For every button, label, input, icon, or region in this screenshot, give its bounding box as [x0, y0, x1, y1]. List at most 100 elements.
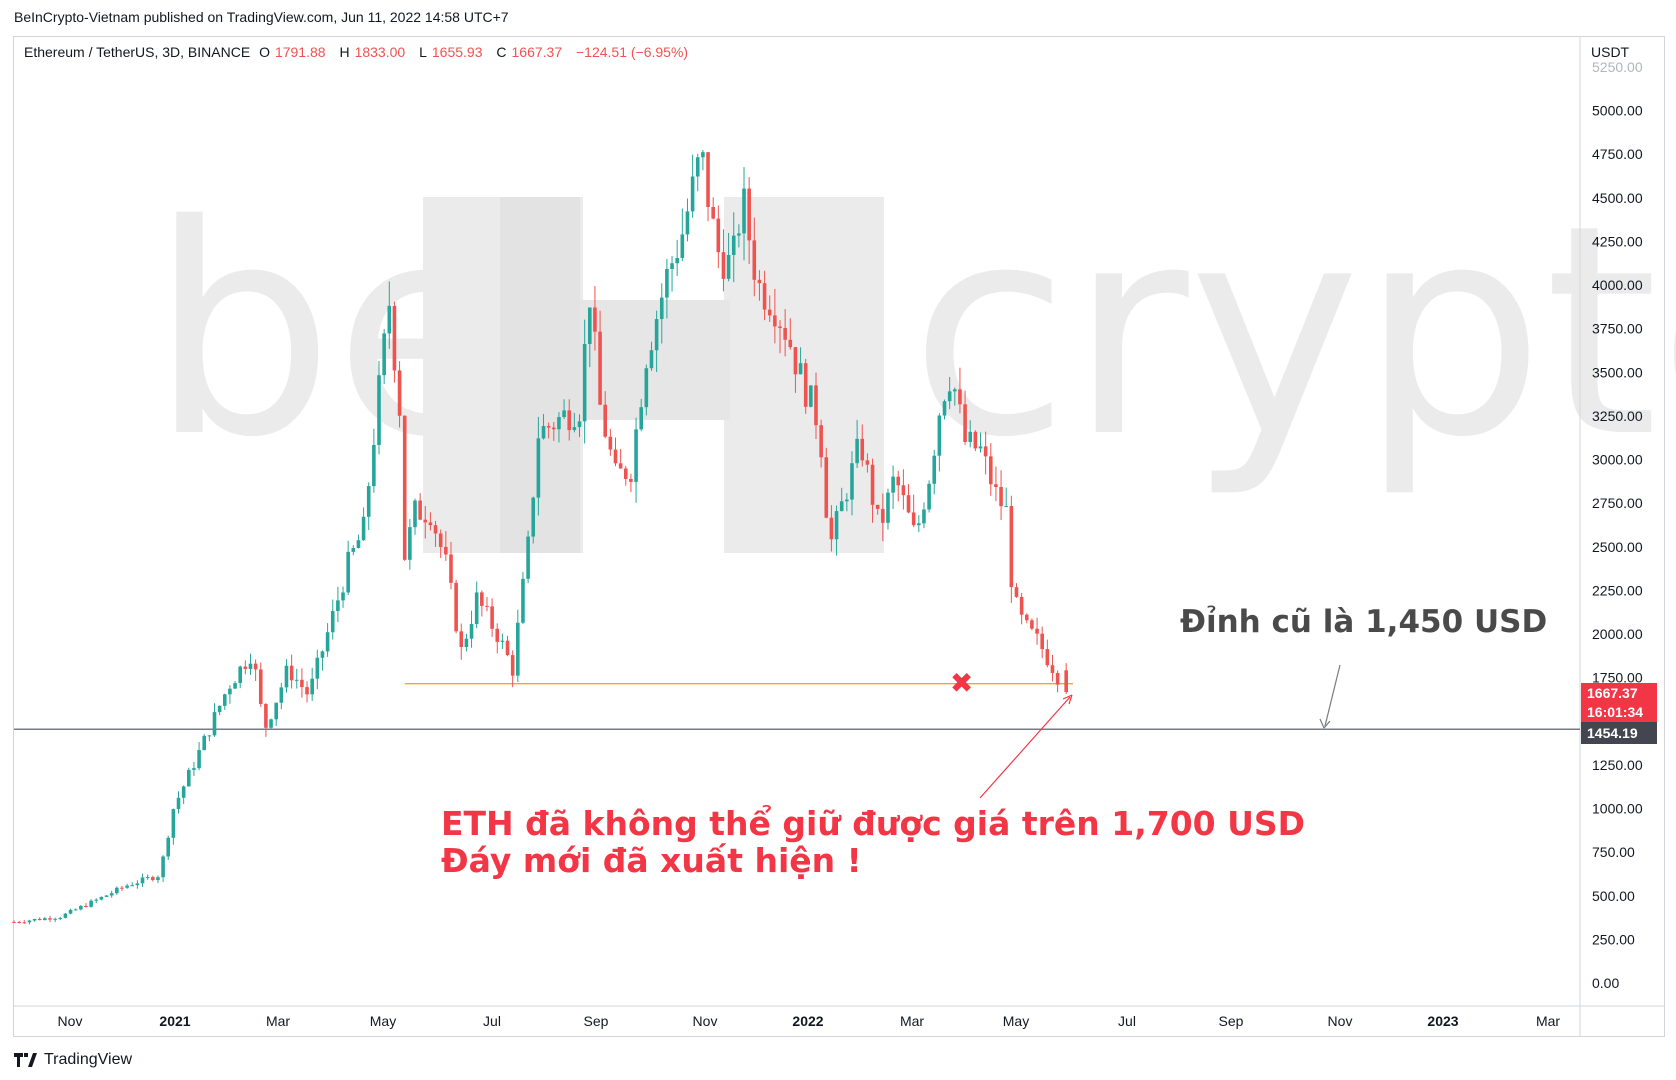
candle-body: [176, 797, 181, 810]
annotation-old-high: Đỉnh cũ là 1,450 USD: [1180, 604, 1548, 640]
y-tick-label: 2250.00: [1592, 582, 1643, 598]
candle-body: [192, 768, 196, 770]
y-tick-label: 1250.00: [1592, 757, 1643, 773]
candle-body: [130, 885, 135, 887]
candle-body: [917, 523, 921, 526]
candle-body: [43, 918, 47, 921]
candle-body: [84, 906, 88, 908]
candle-body: [952, 389, 957, 392]
candle-body: [639, 407, 643, 430]
candle-body: [531, 497, 536, 537]
candle-body: [500, 640, 505, 642]
x-tick-label: 2022: [792, 1013, 823, 1029]
x-tick-label: May: [1003, 1013, 1029, 1029]
watermark-bracket-left-inner: [500, 197, 580, 553]
candle-body: [166, 837, 171, 857]
y-tick-label: 2500.00: [1592, 539, 1643, 555]
annotation-arrows: [979, 664, 1341, 799]
candle-body: [752, 240, 757, 280]
candle-body: [135, 883, 140, 886]
candle-body: [891, 476, 895, 493]
candle-body: [742, 188, 746, 234]
candle-body: [1055, 672, 1060, 685]
candle-body: [598, 331, 602, 405]
candle-body: [207, 735, 212, 737]
candle-body: [572, 427, 577, 431]
last-candle-body: [1064, 670, 1068, 693]
candle-body: [783, 328, 787, 340]
y-tick-label: 750.00: [1592, 844, 1635, 860]
candle-body: [942, 401, 947, 416]
candle-body: [222, 694, 227, 706]
candle-body: [253, 663, 258, 670]
candle-body: [366, 486, 371, 517]
y-tick-label: 2000.00: [1592, 626, 1643, 642]
candle-body: [680, 234, 685, 258]
candle-body: [726, 255, 731, 279]
candle-body: [1030, 620, 1034, 629]
candle-body: [454, 582, 458, 632]
grey-arrow-line: [1324, 664, 1341, 727]
y-tick-label: 3750.00: [1592, 321, 1643, 337]
candle-body: [824, 457, 829, 518]
chart-frame[interactable]: [13, 36, 1665, 1037]
axis-currency[interactable]: USDT: [1591, 44, 1630, 60]
candle-body: [243, 666, 248, 669]
tradingview-logo[interactable]: TradingView: [14, 1051, 132, 1069]
candle-body: [773, 315, 777, 327]
candle-body: [557, 417, 561, 430]
candle-body: [788, 339, 793, 348]
candle-body: [274, 702, 278, 720]
x-tick-label: May: [370, 1013, 396, 1029]
candle-body: [685, 211, 690, 235]
candle-body: [356, 540, 361, 548]
y-tick-label: 250.00: [1592, 931, 1635, 947]
candle-body: [536, 438, 541, 498]
annotation-red: ETH đã không thể giữ được giá trên 1,700…: [441, 805, 1305, 879]
candle-body: [171, 809, 176, 838]
candle-body: [217, 705, 222, 713]
candle-body: [587, 307, 592, 344]
candle-body: [433, 525, 438, 534]
candle-body: [372, 444, 376, 487]
candle-body: [963, 404, 967, 443]
tradingview-label: TradingView: [44, 1051, 133, 1068]
candle-body: [881, 508, 885, 523]
candle-body: [300, 679, 304, 688]
candle-body: [1045, 649, 1050, 666]
candle-body: [978, 446, 983, 449]
candle-body: [48, 918, 52, 920]
candle-body: [623, 468, 628, 479]
legend-high: H 1833.00: [339, 44, 406, 60]
candle-body: [197, 750, 201, 769]
candle-body: [875, 504, 880, 509]
candle-body: [526, 536, 530, 579]
candle-body: [701, 152, 705, 158]
y-tick-label: 4750.00: [1592, 146, 1643, 162]
candle-body: [181, 786, 186, 798]
candle-body: [258, 669, 263, 704]
candle-body: [444, 546, 448, 555]
x-tick-label: Mar: [900, 1013, 924, 1029]
x-tick-label: Nov: [1328, 1013, 1353, 1029]
candle-body: [562, 410, 566, 418]
levels: ✖: [14, 667, 1580, 730]
candle-body: [541, 426, 546, 439]
candle-body: [12, 921, 16, 923]
candle-body: [469, 624, 474, 639]
candle-body: [839, 501, 844, 512]
candle-body: [73, 909, 78, 911]
candle-body: [346, 551, 350, 593]
candle-body: [695, 157, 700, 177]
candle-body: [341, 592, 345, 601]
y-tick-label-partial: 5250.00: [1592, 59, 1643, 75]
candle-body: [125, 885, 129, 888]
candle-body: [402, 415, 407, 560]
x-tick-label: Jul: [483, 1013, 501, 1029]
y-tick-label: 3000.00: [1592, 452, 1643, 468]
candle-body: [438, 533, 443, 547]
candle-body: [973, 431, 978, 449]
candle-body: [716, 218, 721, 253]
candle-body: [927, 483, 931, 510]
